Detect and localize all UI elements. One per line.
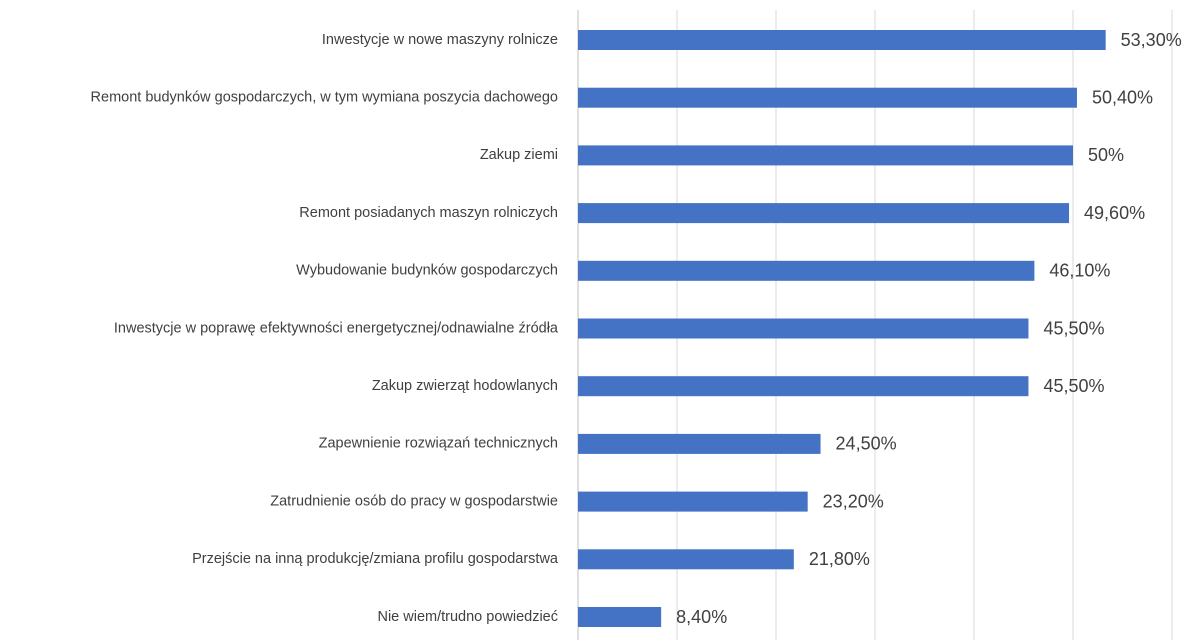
data-label: 45,50%	[1043, 376, 1104, 396]
data-label: 50%	[1088, 145, 1124, 165]
y-tick-label: Nie wiem/trudno powiedzieć	[377, 609, 558, 625]
y-tick-label: Remont budynków gospodarczych, w tym wym…	[91, 90, 558, 106]
data-label: 45,50%	[1043, 318, 1104, 338]
data-label: 8,40%	[676, 607, 727, 627]
y-tick-label: Inwestycje w nowe maszyny rolnicze	[322, 32, 558, 48]
data-label: 53,30%	[1121, 30, 1182, 50]
y-tick-label: Przejście na inną produkcję/zmiana profi…	[192, 551, 559, 567]
bar	[578, 260, 1035, 281]
y-tick-label: Zapewnienie rozwiązań technicznych	[319, 436, 558, 452]
y-tick-label: Zakup zwierząt hodowlanych	[372, 378, 558, 394]
y-tick-label: Remont posiadanych maszyn rolniczych	[299, 205, 558, 221]
data-label: 46,10%	[1049, 261, 1110, 281]
y-tick-label: Zakup ziemi	[480, 147, 558, 163]
data-label: 21,80%	[809, 549, 870, 569]
data-label: 49,60%	[1084, 203, 1145, 223]
bar	[578, 203, 1070, 224]
bar	[578, 318, 1029, 339]
y-tick-label: Zatrudnienie osób do pracy w gospodarstw…	[270, 493, 558, 509]
bar	[578, 607, 662, 627]
data-label: 24,50%	[836, 434, 897, 454]
y-tick-label: Wybudowanie budynków gospodarczych	[296, 263, 558, 279]
bar	[578, 30, 1106, 50]
bar	[578, 376, 1029, 397]
bar	[578, 87, 1077, 108]
data-label: 50,40%	[1092, 87, 1153, 107]
bar	[578, 145, 1073, 166]
bar	[578, 433, 821, 454]
y-tick-label: Inwestycje w poprawę efektywności energe…	[114, 320, 559, 336]
bar	[578, 549, 794, 570]
bar	[578, 491, 808, 512]
data-label: 23,20%	[823, 491, 884, 511]
